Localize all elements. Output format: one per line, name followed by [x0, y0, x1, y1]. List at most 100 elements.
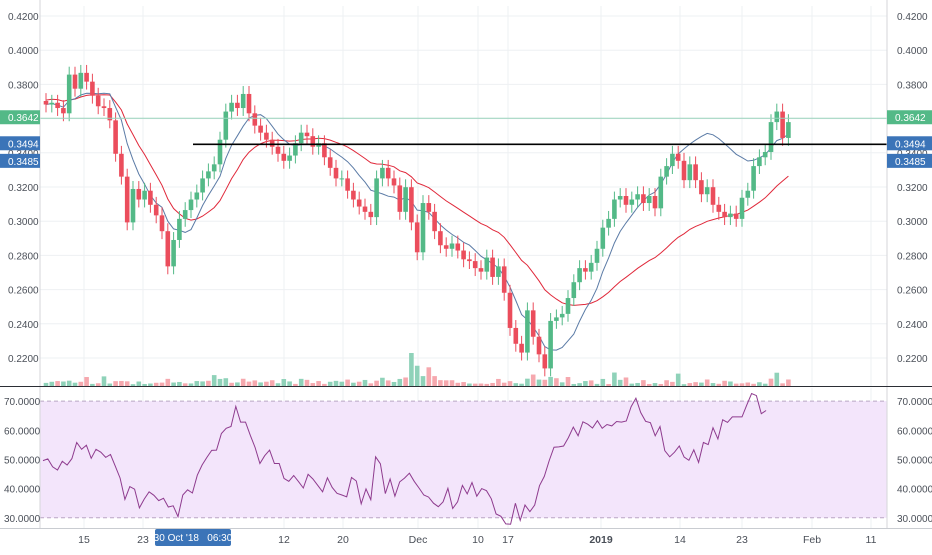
volume-bar [757, 382, 762, 386]
candle-body [339, 178, 345, 180]
candle-body [414, 222, 420, 253]
price-badge-left-label: 0.3642 [8, 113, 39, 124]
candle-body [351, 190, 356, 200]
volume-bar [478, 383, 484, 386]
volume-bar [90, 383, 95, 386]
candle-body [264, 132, 269, 140]
candle-body [258, 125, 263, 133]
volume-bar [298, 378, 304, 386]
price-badge-left-label: 0.3494 [8, 139, 39, 150]
volume-bar [316, 381, 321, 386]
x-tick-label: 10 [472, 534, 484, 546]
volume-bars [43, 353, 791, 386]
candle-body [269, 139, 275, 147]
candle-body [699, 180, 704, 195]
volume-bar [113, 381, 118, 386]
candle-body [304, 132, 310, 137]
candle-body [670, 153, 675, 167]
price-badge-right-label: 0.3494 [895, 139, 926, 150]
volume-bar [351, 382, 356, 386]
candle-body [211, 164, 217, 172]
volume-bar [588, 380, 594, 386]
volume-bar [606, 383, 611, 386]
volume-bar [716, 383, 722, 386]
candle-body [432, 211, 437, 232]
price-badges: 0.3642 0.3642 0.3494 0.3494 0.3485 0.3485 [0, 110, 932, 168]
y-tick-label-left: 0.2600 [8, 286, 39, 297]
y-tick-label-right: 0.2600 [897, 286, 928, 297]
volume-bar [704, 379, 710, 386]
candle-body [84, 72, 89, 82]
volume-bar [275, 383, 281, 386]
rsi-tick-label-left: 50.0000 [4, 455, 41, 466]
candle-body [490, 257, 495, 277]
volume-bar [95, 383, 101, 386]
volume-bar [136, 381, 142, 386]
candle-body [293, 143, 298, 156]
candle-body [513, 327, 519, 344]
volume-bar [356, 381, 362, 386]
candle-body [675, 153, 681, 161]
volume-bar [786, 379, 791, 386]
volume-bar [641, 380, 646, 386]
volume-bar [229, 382, 234, 386]
candle-body [652, 196, 658, 209]
volume-bar [751, 383, 756, 386]
candle-body [43, 101, 49, 105]
candle-body [397, 185, 403, 212]
volume-bar [728, 381, 733, 386]
volume-bar [327, 381, 333, 386]
volume-bar [710, 383, 716, 386]
candlestick-series [43, 64, 791, 377]
candle-body [113, 120, 118, 154]
volume-bar [467, 383, 472, 386]
candle-body [345, 178, 350, 191]
candle-body [501, 266, 507, 293]
rsi-tick-label-right: 40.0000 [897, 485, 932, 496]
volume-bar [600, 378, 606, 386]
candle-body [159, 215, 165, 232]
candle-body [130, 188, 136, 223]
volume-bar [536, 379, 542, 386]
volume-bar [397, 378, 403, 386]
volume-bar [612, 372, 617, 386]
candle-body [107, 108, 113, 121]
volume-bar [559, 382, 565, 386]
volume-bar [577, 383, 582, 386]
volume-bar [304, 379, 310, 386]
volume-bar [722, 380, 727, 386]
candle-body [287, 155, 292, 161]
candle-body [194, 192, 200, 200]
volume-bar [339, 381, 345, 386]
candle-body [177, 218, 182, 240]
candle-body [617, 196, 623, 200]
candle-body [78, 72, 84, 89]
candle-body [716, 204, 722, 212]
candle-body [281, 153, 287, 161]
volume-bar [739, 383, 745, 386]
volume-bar [153, 382, 159, 386]
volume-bar [664, 380, 669, 386]
volume-bar [472, 383, 478, 386]
volume-bar [762, 383, 768, 386]
candle-body [681, 160, 687, 181]
volume-bar [385, 380, 391, 386]
candle-body [583, 268, 588, 272]
crosshair-label: 30 Oct '18 06:30 [154, 529, 233, 546]
volume-bar [571, 383, 577, 386]
y-tick-label-right: 0.4000 [897, 46, 928, 57]
horizontal-line[interactable] [40, 117, 887, 146]
volume-bar [124, 381, 130, 386]
candle-body [687, 164, 693, 181]
volume-bar [426, 367, 432, 386]
volume-bar [693, 382, 698, 386]
volume-bar [501, 382, 507, 386]
y-tick-label-right: 0.2200 [897, 354, 928, 365]
candle-body [496, 266, 501, 277]
candle-body [449, 243, 455, 249]
volume-bar [519, 383, 524, 386]
candle-body [101, 106, 107, 109]
candle-body [385, 167, 391, 179]
volume-bar [165, 378, 171, 386]
